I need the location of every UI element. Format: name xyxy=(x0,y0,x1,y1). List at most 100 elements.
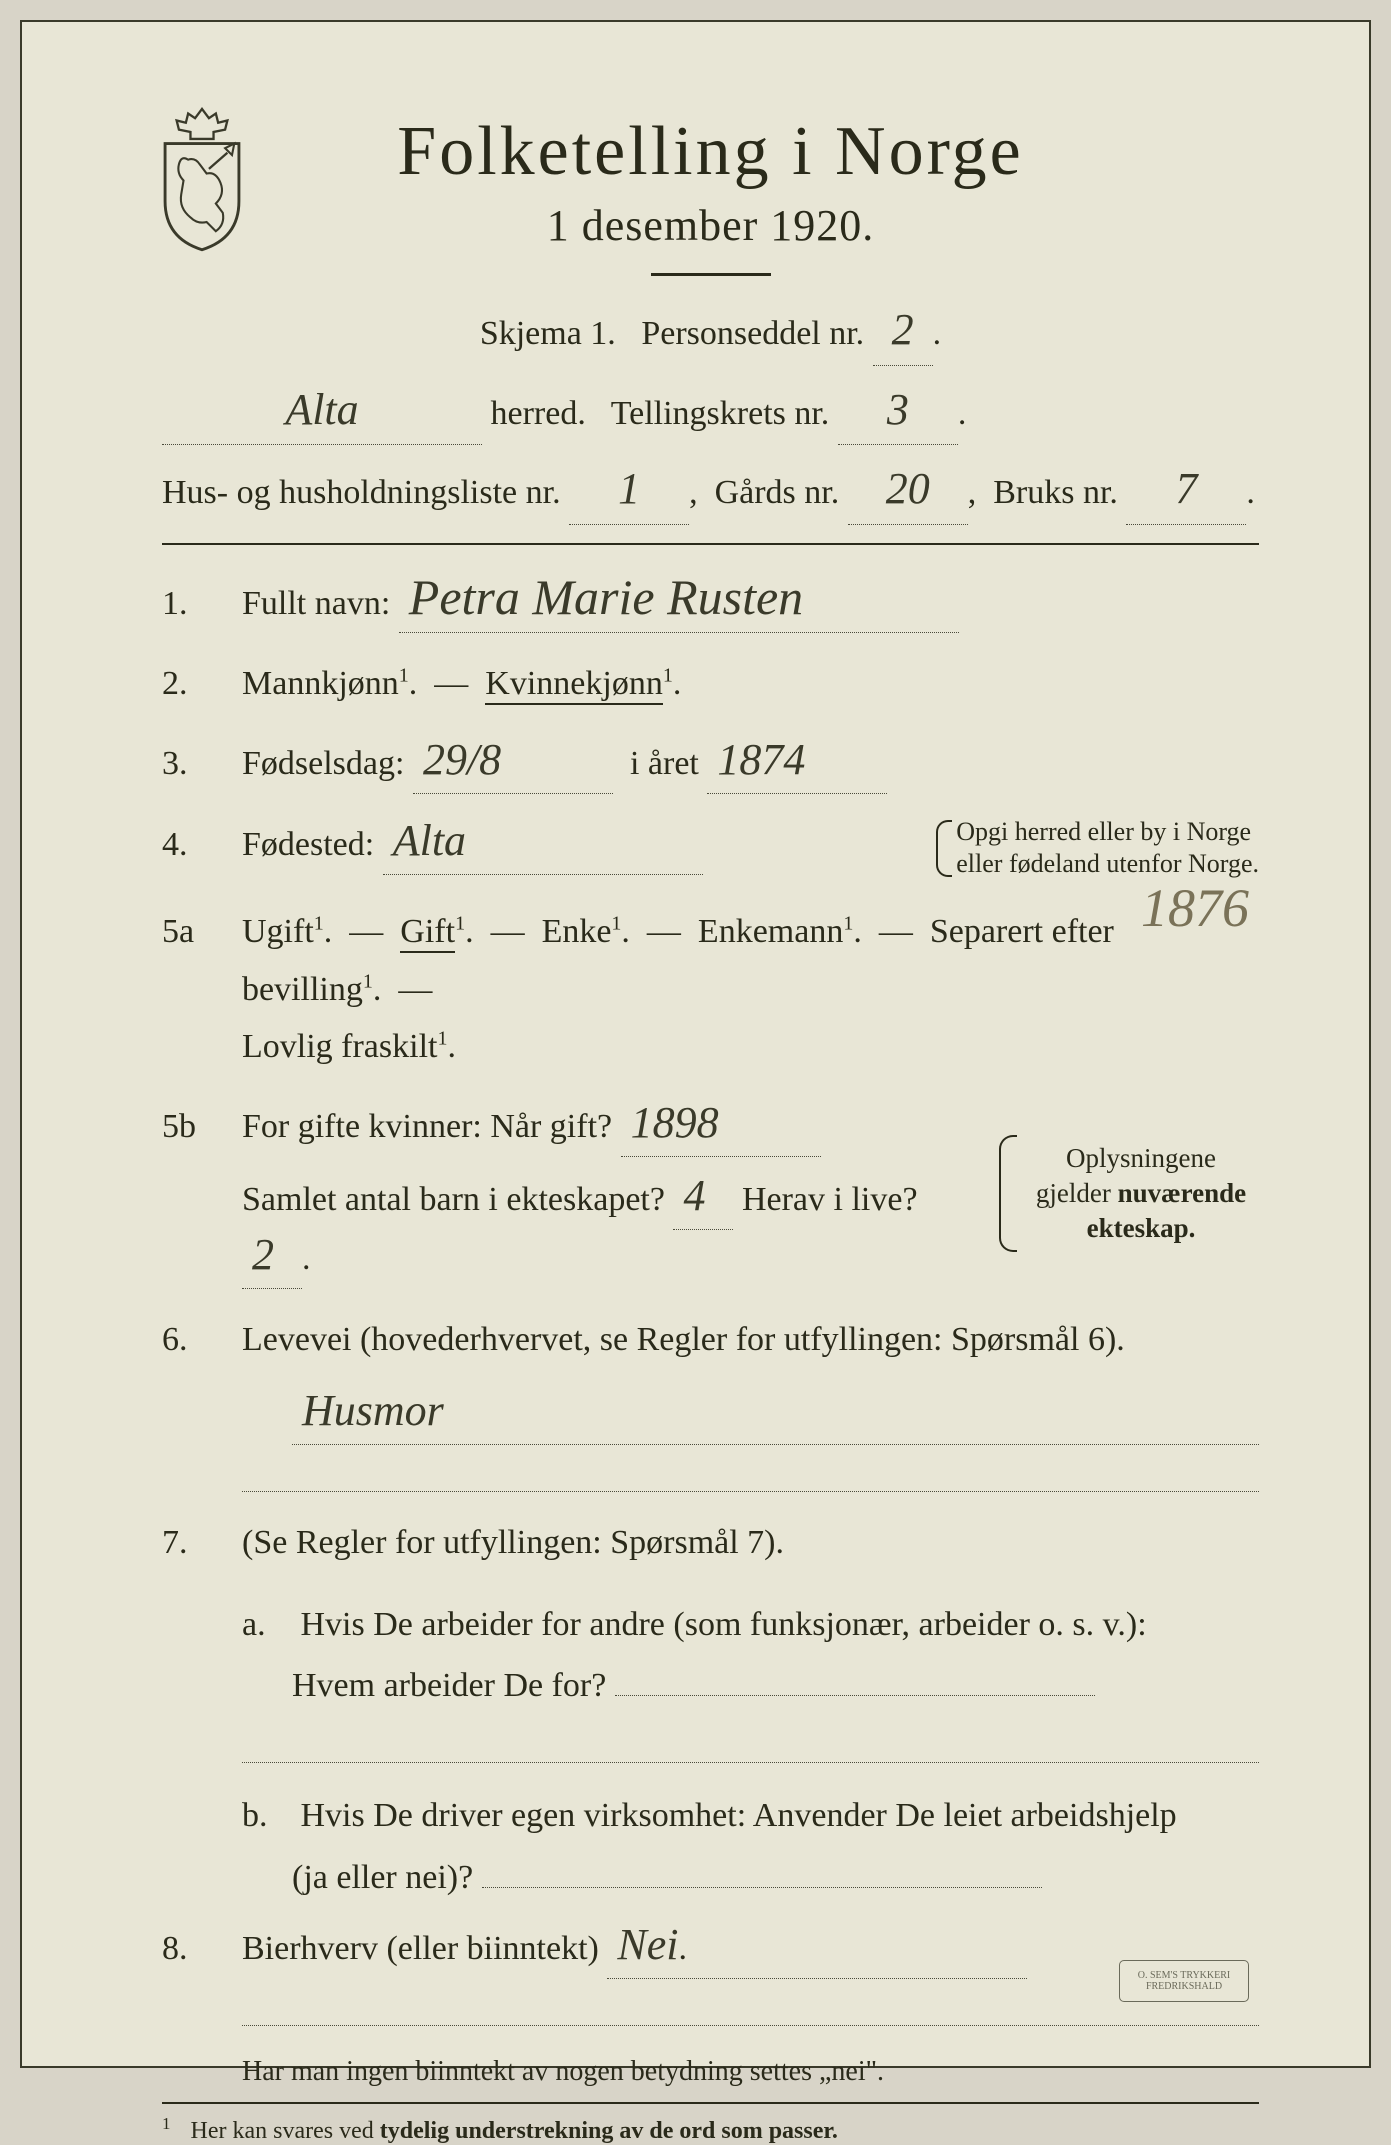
herred-field: Alta xyxy=(162,384,482,446)
herred-label: herred. xyxy=(491,395,586,432)
census-form-page: Folketelling i Norge 1 desember 1920. Sk… xyxy=(20,20,1371,2068)
q7b-label: b. xyxy=(242,1785,292,1846)
q1-row: 1. Fullt navn: Petra Marie Rusten xyxy=(162,575,1259,634)
husliste-field: 1 xyxy=(569,463,689,525)
herred-value: Alta xyxy=(285,385,358,434)
q7-label: (Se Regler for utfyllingen: Spørsmål 7). xyxy=(242,1524,784,1561)
q7a-text1: Hvis De arbeider for andre (som funksjon… xyxy=(301,1606,1147,1643)
q5b-when-label: For gifte kvinner: Når gift? xyxy=(242,1108,612,1145)
q6-row: 6. Levevei (hovederhvervet, se Regler fo… xyxy=(162,1311,1259,1446)
q5b-alive: 2 xyxy=(252,1230,274,1279)
q6-num: 6. xyxy=(162,1311,242,1369)
q7-row: 7. (Se Regler for utfyllingen: Spørsmål … xyxy=(162,1514,1259,1572)
bruks-value: 7 xyxy=(1175,464,1197,513)
q5b-num: 5b xyxy=(162,1098,242,1156)
q5b-year-field: 1898 xyxy=(621,1098,821,1157)
tellingskrets-field: 3 xyxy=(838,384,958,446)
footnote-bold: tydelig understrekning av de ord som pas… xyxy=(380,2118,838,2144)
q3-day-field: 29/8 xyxy=(413,735,613,794)
printer-stamp: O. SEM'S TRYKKERI FREDRIKSHALD xyxy=(1119,1960,1249,2002)
husliste-label: Hus- og husholdningsliste nr. xyxy=(162,474,561,511)
q5b-children-field: 4 xyxy=(673,1171,733,1230)
q7b: b. Hvis De driver egen virksomhet: Anven… xyxy=(242,1785,1259,1907)
bruks-label: Bruks nr. xyxy=(993,474,1118,511)
q5b-children: 4 xyxy=(683,1171,705,1220)
form-date: 1 desember 1920. xyxy=(162,200,1259,251)
q5a-margin-note: 1876 xyxy=(1141,863,1249,955)
q4-row: 4. Fødested: Alta Opgi herred eller by i… xyxy=(162,816,1259,881)
q7a-label: a. xyxy=(242,1594,292,1655)
q8-blank-line xyxy=(242,2025,1259,2026)
gards-field: 20 xyxy=(848,463,968,525)
footnote: 1 Her kan svares ved tydelig understrekn… xyxy=(162,2114,1259,2145)
q1-label: Fullt navn: xyxy=(242,585,390,622)
skjema-label: Skjema 1. xyxy=(480,315,616,352)
herred-line: Alta herred. Tellingskrets nr. 3. xyxy=(162,384,1259,446)
q4-num: 4. xyxy=(162,816,242,874)
q1-field: Petra Marie Rusten xyxy=(399,575,959,634)
q7a-blank-line xyxy=(242,1762,1259,1763)
q7b-text2: (ja eller nei)? xyxy=(292,1859,473,1896)
gards-value: 20 xyxy=(886,464,930,513)
q8-label: Bierhverv (eller biinntekt) xyxy=(242,1930,599,1967)
q4-note-1: Opgi herred eller by i Norge xyxy=(956,816,1259,849)
personseddel-value: 2 xyxy=(892,305,914,354)
q3-label: Fødselsdag: xyxy=(242,745,404,782)
footnote-num: 1 xyxy=(162,2114,171,2133)
gards-label: Gårds nr. xyxy=(715,474,840,511)
skjema-line: Skjema 1. Personseddel nr. 2. xyxy=(162,304,1259,366)
q5a-enkemann: Enkemann xyxy=(698,913,843,950)
bruks-field: 7 xyxy=(1126,463,1246,525)
q1-value: Petra Marie Rusten xyxy=(409,569,803,625)
q7a-text2: Hvem arbeider De for? xyxy=(292,1667,606,1704)
q2-num: 2. xyxy=(162,655,242,713)
q5b-sn1: Oplysningene xyxy=(1023,1141,1259,1176)
q5b-row: 5b For gifte kvinner: Når gift? 1898 Sam… xyxy=(162,1098,1259,1288)
footnote-rule xyxy=(162,2102,1259,2104)
tellingskrets-label: Tellingskrets nr. xyxy=(611,395,830,432)
q3-year-field: 1874 xyxy=(707,735,887,794)
q3-year: 1874 xyxy=(717,735,805,784)
q5b-alive-field: 2 xyxy=(242,1230,302,1289)
q6-value: Husmor xyxy=(302,1386,444,1435)
q4-value: Alta xyxy=(393,816,466,865)
q7b-field xyxy=(482,1887,1042,1888)
q5b-children-label: Samlet antal barn i ekteskapet? xyxy=(242,1181,665,1218)
q8-row: 8. Bierhverv (eller biinntekt) Nei. xyxy=(162,1920,1259,1979)
q5b-year: 1898 xyxy=(631,1098,719,1147)
q2-row: 2. Mannkjønn1. — Kvinnekjønn1. xyxy=(162,655,1259,713)
husliste-value: 1 xyxy=(618,464,640,513)
q1-num: 1. xyxy=(162,575,242,633)
q5a-num: 5a xyxy=(162,903,242,961)
q5a-gift: Gift xyxy=(400,913,455,953)
q5b-alive-label: Herav i live? xyxy=(742,1181,918,1218)
q5b-sn2: gjelder xyxy=(1036,1178,1111,1208)
q3-year-label: i året xyxy=(630,745,699,782)
husliste-line: Hus- og husholdningsliste nr. 1, Gårds n… xyxy=(162,463,1259,525)
form-header: Folketelling i Norge 1 desember 1920. xyxy=(162,112,1259,276)
q6-label: Levevei (hovederhvervet, se Regler for u… xyxy=(242,1321,1125,1358)
q8-num: 8. xyxy=(162,1920,242,1978)
q2-kvinne: Kvinnekjønn xyxy=(485,665,663,705)
q4-label: Fødested: xyxy=(242,826,374,863)
stamp-line2: FREDRIKSHALD xyxy=(1146,1981,1222,1992)
q5a-ugift: Ugift xyxy=(242,913,314,950)
q7a-field xyxy=(615,1695,1095,1696)
tellingskrets-value: 3 xyxy=(887,385,909,434)
q5a-row: 5a Ugift1. — Gift1. — Enke1. — Enkemann1… xyxy=(162,903,1259,1076)
q5a-separert: Separert efter bevilling xyxy=(242,913,1114,1008)
section-rule xyxy=(162,543,1259,545)
q8-field: Nei. xyxy=(607,1920,1027,1979)
stamp-line1: O. SEM'S TRYKKERI xyxy=(1138,1970,1230,1981)
q4-field: Alta xyxy=(383,816,703,875)
q7-num: 7. xyxy=(162,1514,242,1572)
footer-note: Har man ingen biinntekt av nogen betydni… xyxy=(242,2056,1259,2088)
coat-of-arms-icon xyxy=(142,102,262,252)
q5a-enke: Enke xyxy=(542,913,612,950)
q6-blank-line xyxy=(242,1491,1259,1492)
q8-value: Nei xyxy=(617,1920,678,1969)
q5b-sn2b: nuværende xyxy=(1118,1178,1247,1208)
q5b-sn3: ekteskap. xyxy=(1023,1211,1259,1246)
q2-mann: Mannkjønn xyxy=(242,665,399,702)
header-rule xyxy=(651,273,771,276)
